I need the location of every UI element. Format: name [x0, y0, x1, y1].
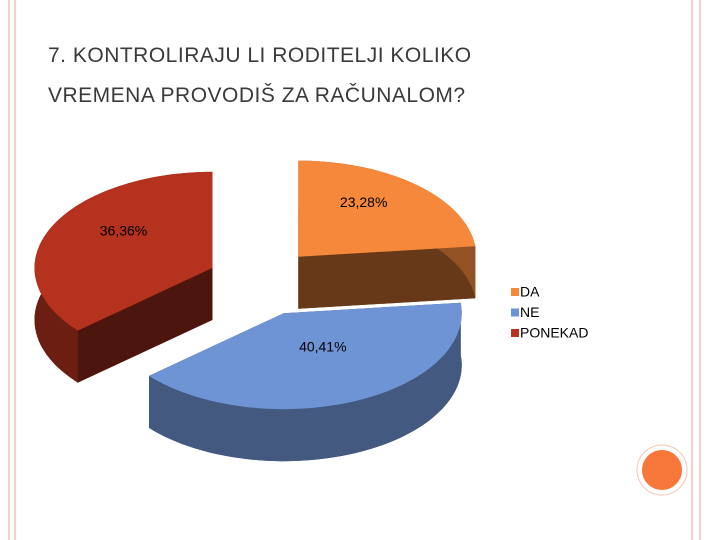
- legend-label: NE: [520, 304, 539, 320]
- legend-swatch: [511, 308, 519, 317]
- slice-side: [77, 267, 213, 383]
- chart-title: 7. KONTROLIRAJU LI RODITELJI KOLIKO VREM…: [48, 44, 472, 107]
- legend-swatch: [511, 329, 519, 337]
- legend-label: PONEKAD: [520, 325, 588, 341]
- data-label: 40,41%: [299, 338, 346, 354]
- legend-swatch: [511, 288, 519, 296]
- data-label: 23,28%: [340, 194, 387, 210]
- decor-circle: [638, 446, 686, 494]
- legend-label: DA: [520, 284, 540, 300]
- slice-side: [298, 246, 476, 309]
- slice-side: [149, 302, 462, 462]
- slice: [34, 171, 213, 331]
- decor-ring: [636, 444, 688, 496]
- data-label: 36,36%: [100, 223, 147, 239]
- slice: [298, 160, 476, 257]
- slice: [149, 302, 462, 410]
